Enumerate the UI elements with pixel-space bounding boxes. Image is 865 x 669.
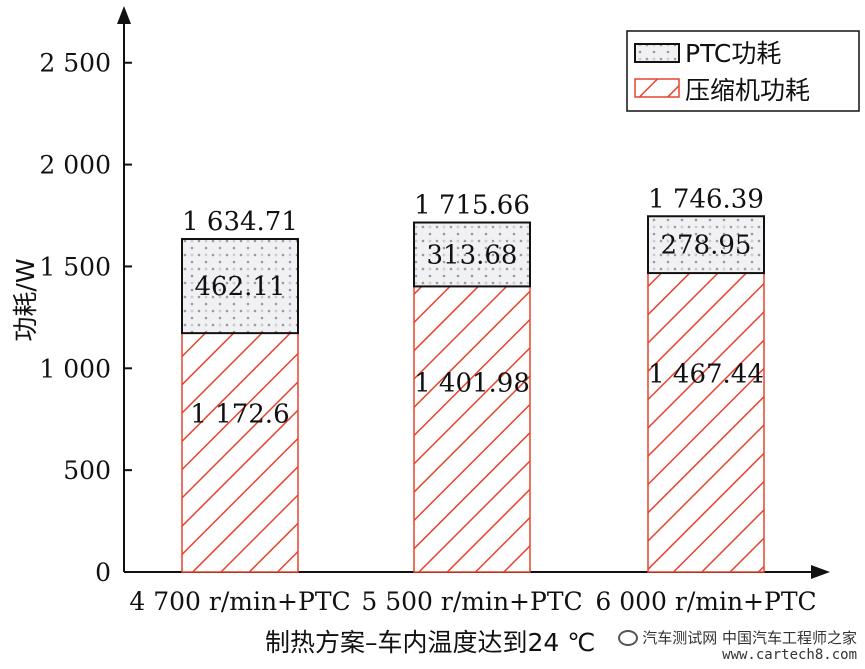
- legend-swatch-compressor: [634, 78, 680, 98]
- x-axis-title: 制热方案–车内温度达到24 ℃: [265, 628, 595, 657]
- bar-label-ptc: 462.11: [195, 272, 286, 302]
- watermark: 汽车测试网 中国汽车工程师之家 www.cartech8.com: [618, 629, 857, 663]
- y-axis-arrow: [117, 6, 131, 24]
- bar-ptc: [181, 238, 299, 335]
- y-tick-label: 1 000: [39, 354, 111, 383]
- x-axis-arrow: [811, 565, 830, 579]
- bar-label-compressor: 1 401.98: [414, 369, 530, 399]
- bar-compressor: [647, 272, 765, 573]
- wechat-icon: [618, 630, 639, 647]
- y-tick-label: 0: [95, 558, 111, 587]
- bars: [181, 215, 765, 573]
- bar-label-total: 1 746.39: [648, 184, 764, 214]
- x-tick-label: 6 000 r/min+PTC: [595, 587, 816, 616]
- watermark-text: 汽车测试网 中国汽车工程师之家: [618, 629, 857, 647]
- bar-label-compressor: 1 172.6: [190, 399, 289, 429]
- y-axis-title: 功耗/W: [11, 258, 40, 341]
- bar-label-total: 1 634.71: [182, 207, 298, 237]
- value-labels: 1 172.6 462.11 1 634.71 1 401.98 313.68 1 715…: [182, 184, 764, 429]
- bar-label-total: 1 715.66: [414, 191, 530, 221]
- x-tick-label: 5 500 r/min+PTC: [361, 587, 582, 616]
- watermark-url: www.cartech8.com: [722, 646, 857, 663]
- y-ticks: 0 500 1 000 1 500 2 000 2 500: [39, 49, 132, 587]
- y-tick-label: 2 000: [39, 151, 111, 180]
- legend-label-compressor: 压缩机功耗: [685, 76, 810, 105]
- legend-label-ptc: PTC功耗: [685, 39, 781, 68]
- legend: PTC功耗 压缩机功耗: [626, 30, 860, 112]
- x-ticks: 4 700 r/min+PTC 5 500 r/min+PTC 6 000 r/mi…: [129, 587, 816, 616]
- x-tick-label: 4 700 r/min+PTC: [129, 587, 350, 616]
- bar-ptc: [647, 215, 765, 275]
- y-tick-label: 1 500: [39, 252, 111, 281]
- y-tick-label: 500: [63, 456, 111, 485]
- bar-label-compressor: 1 467.44: [648, 360, 764, 390]
- bar-compressor: [413, 285, 531, 573]
- bar-label-ptc: 313.68: [427, 240, 518, 270]
- bar-ptc: [413, 221, 531, 288]
- bar-label-ptc: 278.95: [661, 231, 752, 261]
- y-tick-label: 2 500: [39, 49, 111, 78]
- bar-compressor: [181, 332, 299, 573]
- legend-swatch-ptc: [634, 43, 680, 63]
